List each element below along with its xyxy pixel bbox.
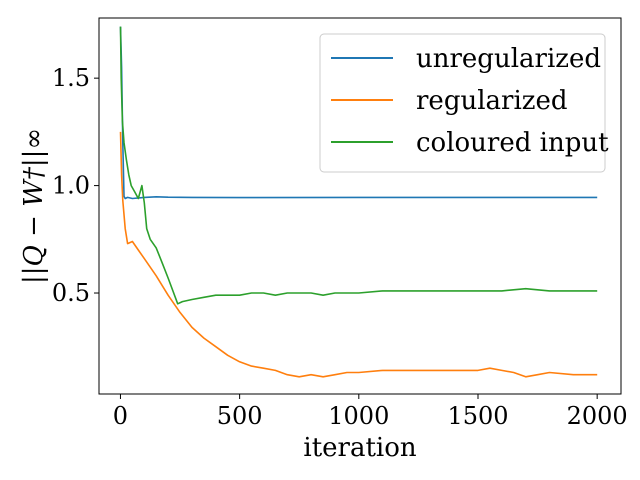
legend-label: unregularized bbox=[416, 44, 601, 74]
series-line-regularized bbox=[119, 131, 598, 378]
x-tick-label: 1500 bbox=[447, 402, 508, 430]
y-tick-label: 1.0 bbox=[52, 172, 90, 200]
plot-frame bbox=[98, 17, 622, 395]
x-axis-label: iteration bbox=[303, 433, 416, 463]
legend-box bbox=[319, 33, 606, 173]
y-axis-label: ||Q − W†||∞ bbox=[19, 128, 49, 284]
series-line-coloured-input bbox=[119, 26, 598, 305]
y-tick-label: 1.5 bbox=[52, 64, 90, 92]
series-layer bbox=[119, 26, 598, 378]
x-tick-label: 2000 bbox=[567, 402, 628, 430]
legend-label: regularized bbox=[416, 86, 568, 116]
legend: unregularized regularized coloured input bbox=[319, 33, 609, 173]
y-tick-label: 0.5 bbox=[52, 279, 90, 307]
x-tick-label: 1000 bbox=[328, 402, 389, 430]
x-tick-label: 500 bbox=[217, 402, 263, 430]
legend-label: coloured input bbox=[416, 128, 609, 158]
x-tick-label: 0 bbox=[113, 402, 128, 430]
ticks-layer: 0 500 1000 1500 2000 0.5 1.0 1.5 bbox=[52, 64, 628, 430]
